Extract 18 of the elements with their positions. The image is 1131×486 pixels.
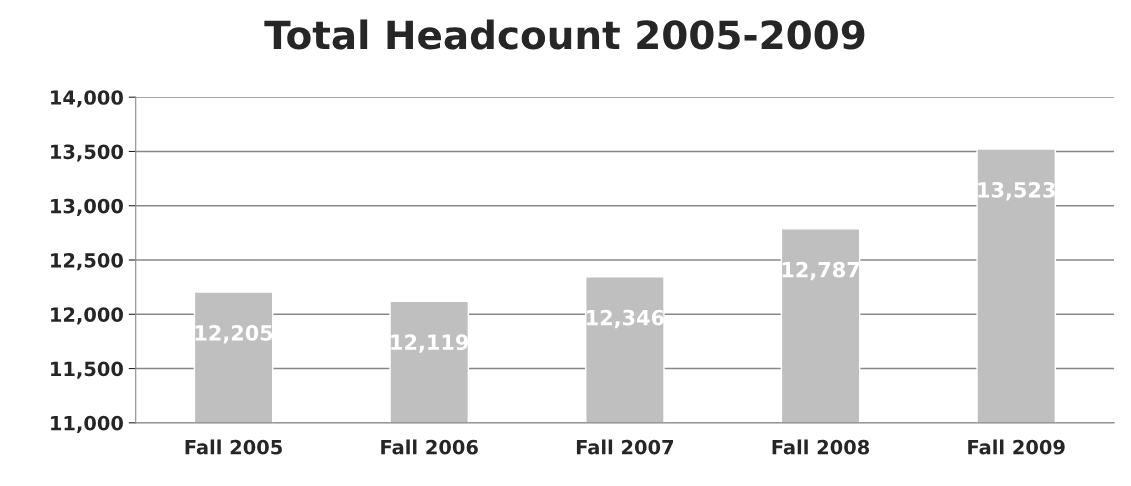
x-tick-label: Fall 2008 [772,439,870,455]
y-tick-label: 12,000 [51,307,123,325]
x-tick-label: Fall 2007 [576,439,674,455]
data-label: 12,119 [391,334,469,353]
y-tick-label: 11,000 [51,415,123,433]
y-tick-label: 13,000 [51,198,123,216]
x-tick-label: Fall 2006 [381,439,478,455]
data-label: 12,346 [587,309,664,329]
chart-title: Total Headcount 2005-2009 [264,19,865,50]
y-tick-label: 11,500 [51,361,123,379]
x-tick-label: Fall 2005 [185,439,282,455]
data-label: 12,787 [782,261,860,281]
y-tick-label: 13,500 [51,144,123,162]
y-tick-label: 12,500 [51,252,123,271]
data-label: 12,205 [195,325,273,344]
x-tick-label: Fall 2009 [968,439,1065,455]
data-label: 13,523 [978,181,1055,201]
y-tick-label: 14,000 [51,90,123,108]
